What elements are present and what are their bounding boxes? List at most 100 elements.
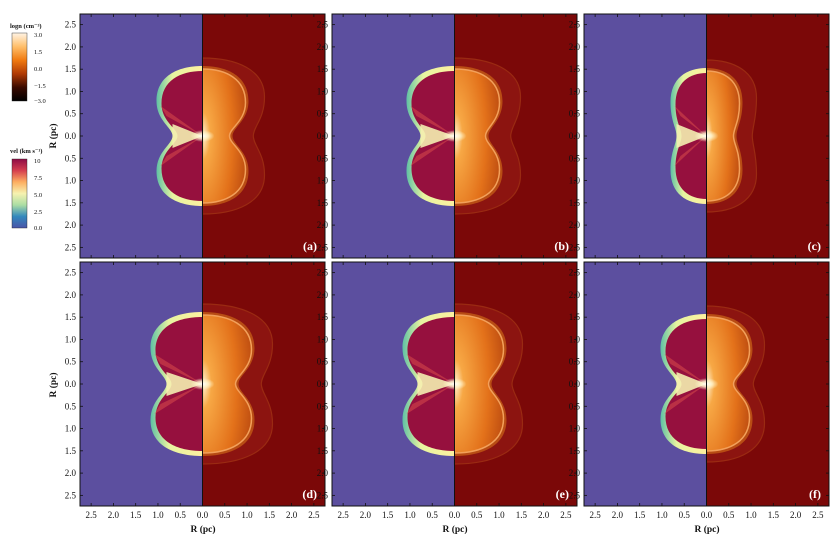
x-tick-label: 1.0	[656, 510, 668, 520]
x-tick-label: 2.5	[338, 510, 350, 520]
x-tick-label: 1.0	[152, 510, 164, 520]
x-tick-label: 1.5	[516, 510, 528, 520]
x-tick-label: 2.5	[812, 510, 824, 520]
y-tick-label: 2.5	[317, 268, 329, 278]
y-tick-label: 2.5	[569, 20, 581, 30]
y-tick-label: 1.0	[65, 86, 77, 96]
panel-label: (a)	[303, 239, 317, 253]
y-tick-label: 1.0	[317, 334, 329, 344]
y-tick-label: 2.0	[65, 468, 77, 478]
panel-label: (c)	[808, 239, 821, 253]
density-colorbar: logn (cm⁻³) 3.0 1.5 0.0 −1.5 −3.0	[10, 23, 46, 105]
y-tick-label: 0.0	[569, 131, 581, 141]
panel-c: 2.5 2.0 1.5 1.0 0.5 0.0 0.5 1.0 1.5 2.0 2.5 (c)	[569, 13, 830, 259]
x-axis-title-middle: R (pc)	[442, 524, 467, 535]
y-axis-title-bottom: R (pc)	[48, 372, 59, 397]
panel-label: (b)	[554, 239, 569, 253]
y-tick-label: 2.5	[569, 242, 581, 252]
y-tick-label: 1.5	[317, 198, 329, 208]
x-tick-label: 0.5	[679, 510, 691, 520]
x-tick-label: 0.5	[427, 510, 439, 520]
density-tick: −1.5	[34, 83, 46, 90]
y-tick-label: 1.5	[65, 198, 77, 208]
density-tick: 3.0	[34, 32, 42, 39]
y-tick-label: 1.5	[65, 312, 77, 322]
y-tick-label: 0.5	[569, 153, 581, 163]
x-tick-label: 0.5	[175, 510, 187, 520]
y-axis-title-top: R (pc)	[48, 123, 59, 148]
y-tick-label: 0.0	[65, 131, 77, 141]
y-tick-label: 0.5	[569, 109, 581, 119]
velocity-tick: 0.0	[34, 225, 42, 232]
y-tick-label: 0.0	[317, 131, 329, 141]
y-tick-label: 1.0	[65, 424, 77, 434]
velocity-tick: 2.5	[34, 209, 42, 216]
y-tick-label: 1.0	[65, 334, 77, 344]
density-colorbar-title: logn (cm⁻³)	[10, 23, 42, 30]
x-tick-label: 0.5	[219, 510, 231, 520]
x-tick-label: 2.0	[360, 510, 372, 520]
x-axis-title-right: R (pc)	[694, 524, 719, 535]
x-tick-label: 2.5	[308, 510, 320, 520]
y-tick-label: 0.0	[317, 379, 329, 389]
y-tick-label: 1.0	[569, 334, 581, 344]
y-tick-label: 1.5	[65, 64, 77, 74]
x-tick-label: 1.5	[130, 510, 142, 520]
y-tick-label: 0.5	[65, 357, 77, 367]
y-tick-label: 0.0	[569, 379, 581, 389]
y-tick-label: 2.5	[65, 490, 77, 500]
velocity-tick: 10	[34, 158, 41, 165]
y-tick-label: 2.0	[317, 468, 329, 478]
density-colorbar-scale	[11, 32, 28, 102]
y-tick-label: 2.5	[65, 268, 77, 278]
y-tick-label: 2.0	[65, 220, 77, 230]
y-tick-label: 2.0	[569, 290, 581, 300]
x-tick-label: 0.5	[723, 510, 735, 520]
x-tick-label: 0.5	[471, 510, 483, 520]
x-axis-title-left: R (pc)	[190, 524, 215, 535]
x-tick-label: 2.5	[86, 510, 98, 520]
panel-e: 2.5 2.0 1.5 1.0 0.5 0.0 0.5 1.0 1.5 2.0 2.5 2.5 2.0 1…	[317, 261, 578, 520]
y-tick-label: 2.5	[569, 490, 581, 500]
y-tick-label: 0.5	[317, 401, 329, 411]
y-tick-label: 1.0	[569, 424, 581, 434]
x-tick-label: 1.5	[768, 510, 780, 520]
y-tick-label: 0.0	[65, 379, 77, 389]
y-tick-label: 2.0	[569, 468, 581, 478]
x-tick-label: 2.0	[286, 510, 298, 520]
y-tick-label: 1.5	[569, 64, 581, 74]
x-tick-label: 2.0	[538, 510, 550, 520]
velocity-colorbar: vel (km s⁻¹) 10 7.5 5.0 2.5 0.0	[10, 148, 42, 232]
velocity-colorbar-scale	[11, 158, 28, 229]
x-tick-label: 1.0	[745, 510, 757, 520]
velocity-tick: 7.5	[34, 175, 42, 182]
y-tick-label: 1.5	[569, 312, 581, 322]
x-tick-label: 2.0	[108, 510, 120, 520]
panel-a: 2.5 2.0 1.5 1.0 0.5 0.0 0.5 1.0 1.5 2.0 2.5 (a)	[65, 13, 326, 259]
y-tick-label: 1.5	[317, 64, 329, 74]
x-tick-label: 1.0	[241, 510, 253, 520]
x-tick-label: 0.0	[701, 510, 713, 520]
y-tick-label: 2.5	[317, 490, 329, 500]
y-tick-label: 1.5	[569, 446, 581, 456]
panel-b: 2.52.01.51.00.50.00.51.01.52.02.5 (b)	[317, 13, 578, 259]
x-tick-label: 1.5	[382, 510, 394, 520]
y-tick-label: 1.0	[317, 176, 329, 186]
y-tick-label: 0.5	[65, 153, 77, 163]
y-tick-label: 1.5	[317, 312, 329, 322]
y-tick-label: 2.0	[569, 42, 581, 52]
y-tick-label: 2.0	[317, 290, 329, 300]
y-tick-label: 1.0	[65, 176, 77, 186]
y-tick-label: 2.5	[317, 20, 329, 30]
x-tick-label: 2.5	[590, 510, 602, 520]
y-tick-label: 2.5	[65, 20, 77, 30]
y-tick-label: 2.0	[317, 220, 329, 230]
y-tick-label: 0.5	[569, 357, 581, 367]
panel-f: 2.5 2.0 1.5 1.0 0.5 0.0 0.5 1.0 1.5 2.0 2.5 2.5 2.0 1…	[569, 261, 830, 520]
y-tick-label: 2.0	[65, 290, 77, 300]
density-tick: −3.0	[34, 98, 46, 105]
y-tick-label: 0.5	[317, 153, 329, 163]
y-tick-label: 1.5	[317, 446, 329, 456]
x-tick-label: 2.0	[790, 510, 802, 520]
